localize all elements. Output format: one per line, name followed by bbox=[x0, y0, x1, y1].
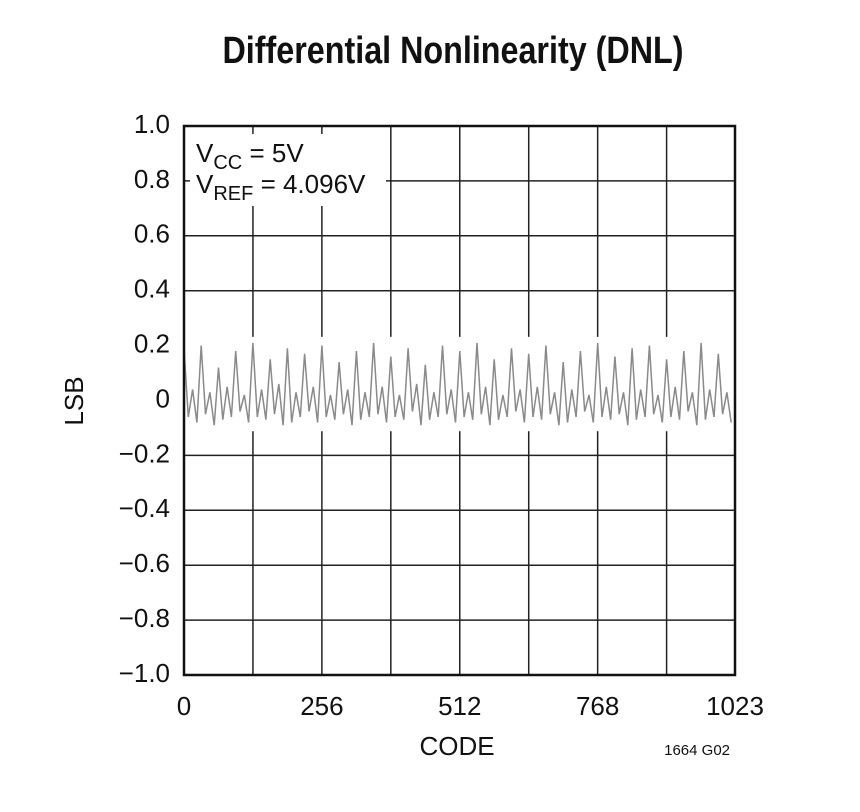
y-tick-label: 0.4 bbox=[134, 274, 170, 304]
y-tick-label: 0 bbox=[156, 383, 170, 413]
y-tick-label: 0.2 bbox=[134, 328, 170, 358]
y-tick-label: −0.4 bbox=[119, 493, 170, 523]
y-tick-label: −0.8 bbox=[119, 603, 170, 633]
x-axis-label: CODE bbox=[419, 731, 494, 761]
x-tick-label: 512 bbox=[438, 691, 481, 721]
data-line bbox=[183, 342, 732, 426]
annotation-part: V bbox=[196, 138, 214, 168]
annotation-part: V bbox=[196, 169, 214, 199]
x-tick-label: 0 bbox=[177, 691, 191, 721]
annotation: VCC = 5V bbox=[196, 138, 304, 174]
annotation-part: CC bbox=[213, 152, 242, 174]
x-tick-label: 768 bbox=[576, 691, 619, 721]
y-tick-label: 0.6 bbox=[134, 219, 170, 249]
chart-title: Differential Nonlinearity (DNL) bbox=[222, 30, 683, 72]
annotation-part: = 4.096V bbox=[253, 169, 366, 199]
y-tick-label: −0.6 bbox=[119, 548, 170, 578]
x-tick-label: 1023 bbox=[706, 691, 764, 721]
y-tick-label: 0.8 bbox=[134, 164, 170, 194]
plot-frame bbox=[182, 124, 737, 677]
annotation-part: = 5V bbox=[242, 138, 304, 168]
y-tick-label: 1.0 bbox=[134, 109, 170, 139]
y-axis-label: LSB bbox=[59, 376, 89, 425]
annotation: VREF = 4.096V bbox=[196, 169, 366, 205]
y-tick-label: −1.0 bbox=[119, 658, 170, 688]
footnote: 1664 G02 bbox=[664, 742, 730, 759]
annotation-background bbox=[190, 134, 386, 206]
annotation-part: REF bbox=[213, 183, 253, 205]
y-tick-label: −0.2 bbox=[119, 438, 170, 468]
x-tick-label: 256 bbox=[300, 691, 343, 721]
